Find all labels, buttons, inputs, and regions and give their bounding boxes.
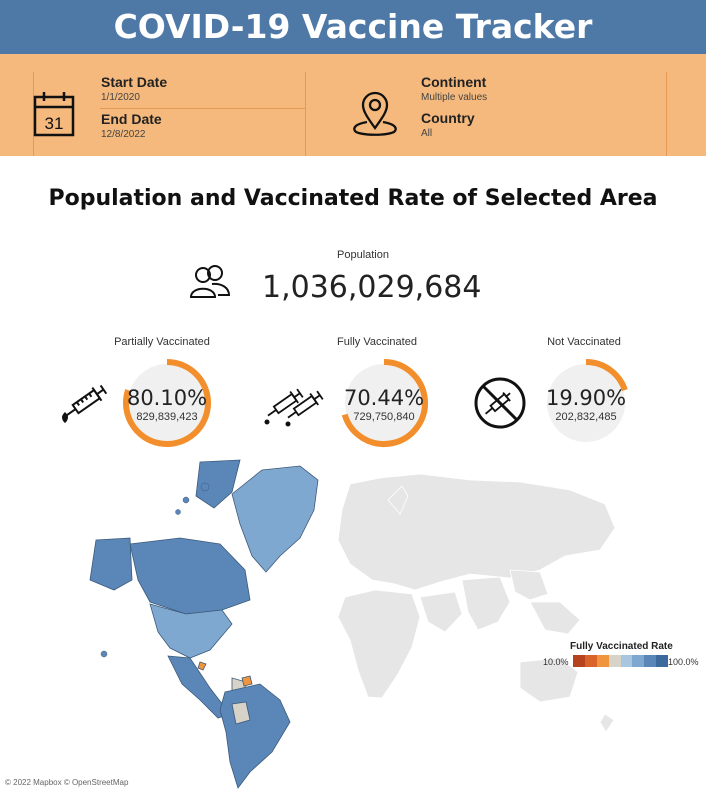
end-date-value[interactable]: 12/8/2022	[101, 129, 146, 140]
population-value: 1,036,029,684	[262, 270, 482, 305]
legend-swatch	[632, 655, 645, 667]
dashboard-title: COVID-19 Vaccine Tracker	[0, 0, 706, 54]
legend-swatch	[644, 655, 657, 667]
legend-swatch	[584, 655, 597, 667]
continent-label: Continent	[421, 74, 487, 90]
partial-label: Partially Vaccinated	[114, 336, 210, 348]
ring-background	[128, 364, 206, 442]
calendar-day: 31	[45, 114, 64, 133]
two-syringes-icon	[264, 388, 324, 427]
partial-pct: 80.10%	[126, 386, 208, 410]
end-date-label: End Date	[101, 111, 162, 127]
legend-swatch	[656, 655, 668, 667]
world-map[interactable]	[0, 452, 706, 792]
calendar-icon: 31	[33, 92, 75, 137]
population-label: Population	[337, 249, 389, 261]
not-vaccinated-pct: 19.90%	[545, 386, 627, 410]
legend-min: 10.0%	[543, 657, 569, 667]
legend-max: 100.0%	[668, 657, 699, 667]
full-label: Fully Vaccinated	[337, 336, 417, 348]
divider	[100, 108, 305, 109]
start-date-label: Start Date	[101, 74, 168, 90]
divider	[666, 72, 667, 156]
map-attribution[interactable]: © 2022 Mapbox © OpenStreetMap	[5, 778, 129, 787]
map-americas	[89, 459, 319, 789]
full-vaccination-ring	[341, 359, 428, 447]
syringe-icon	[62, 384, 108, 423]
full-pct: 70.44%	[343, 386, 425, 410]
people-icon	[189, 265, 231, 298]
legend-swatch	[573, 655, 585, 667]
country-label: Country	[421, 110, 475, 126]
ring-progress-arc	[585, 359, 628, 392]
legend-swatch	[608, 655, 621, 667]
legend-color-scale	[573, 655, 668, 667]
not-vaccinated-ring	[547, 359, 628, 442]
partial-count: 829,839,423	[136, 411, 198, 423]
ring-progress-arc	[341, 359, 428, 447]
map-islands	[100, 482, 210, 658]
country-filter[interactable]: All	[421, 128, 433, 139]
legend-swatch	[620, 655, 633, 667]
continent-filter[interactable]: Multiple values	[421, 92, 488, 103]
ring-background	[547, 364, 625, 442]
divider	[33, 72, 34, 156]
legend-title: Fully Vaccinated Rate	[570, 641, 673, 652]
divider	[305, 72, 306, 156]
no-vaccine-icon	[474, 377, 526, 429]
legend-swatch	[596, 655, 609, 667]
not-vaccinated-label: Not Vaccinated	[547, 336, 621, 348]
partial-vaccination-ring	[123, 359, 211, 447]
not-vaccinated-count: 202,832,485	[555, 411, 617, 423]
map-other-countries	[337, 473, 616, 733]
ring-progress-arc	[123, 359, 211, 447]
filter-panel: 31 Start Date 1/1/2020 End Date 12/8/202…	[0, 54, 706, 156]
ring-background	[345, 364, 423, 442]
start-date-value[interactable]: 1/1/2020	[101, 92, 140, 103]
full-count: 729,750,840	[353, 411, 415, 423]
location-pin-icon	[353, 91, 397, 136]
section-title: Population and Vaccinated Rate of Select…	[48, 186, 658, 211]
